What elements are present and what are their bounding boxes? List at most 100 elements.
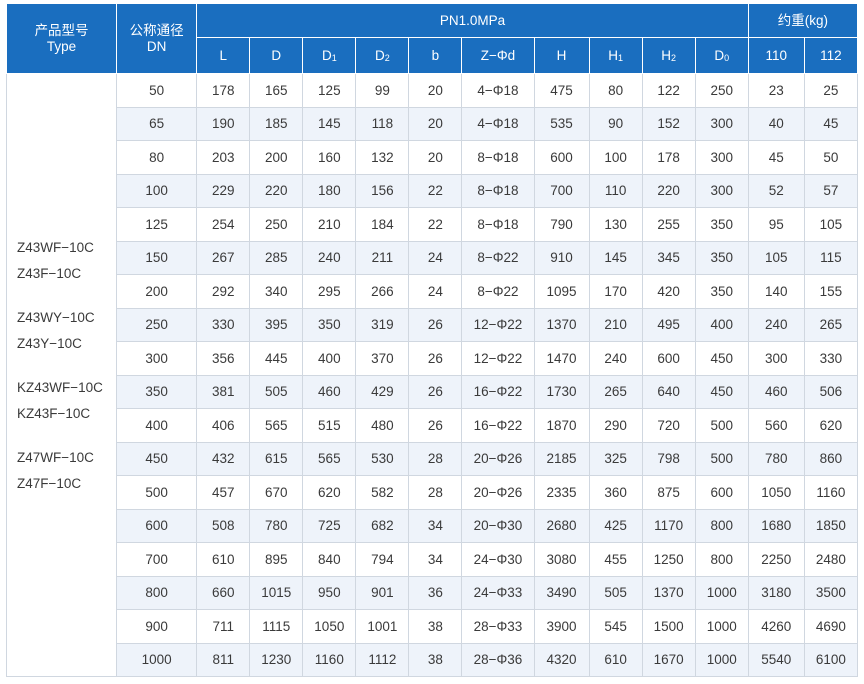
- data-cell: 4690: [804, 609, 859, 644]
- data-cell: 1500: [642, 609, 696, 644]
- data-cell: 300: [695, 107, 749, 141]
- data-cell: 152: [642, 107, 696, 141]
- table-row: 80 203 200 160 132 20 8−Φ18 600 100 178 300 45 50: [7, 140, 859, 175]
- data-cell: 475: [534, 73, 590, 108]
- data-cell: 350: [302, 308, 357, 342]
- table-row: 100 229 220 180 156 22 8−Φ18 700 110 220 300 52 57: [7, 174, 859, 208]
- table-row: 700 610 895 840 794 34 24−Φ30 3080 455 1250 800 225…: [7, 542, 859, 577]
- data-cell: 640: [642, 375, 696, 409]
- data-cell: 6100: [804, 643, 859, 677]
- weight-header: 约重(kg): [747, 3, 859, 38]
- dim-header-label: H: [608, 47, 618, 63]
- dn-cell: 80: [116, 140, 198, 175]
- data-cell: 800: [695, 509, 749, 543]
- data-cell: 895: [249, 542, 304, 577]
- data-cell: 3180: [748, 576, 805, 610]
- data-cell: 457: [196, 475, 251, 510]
- dim-header-subscript: 2: [384, 52, 390, 63]
- data-cell: 350: [695, 274, 749, 309]
- data-cell: 20: [408, 107, 463, 141]
- data-cell: 2250: [748, 542, 805, 577]
- type-header-cn: 产品型号: [34, 22, 89, 38]
- dim-header-label: D: [374, 47, 385, 63]
- data-cell: 20−Φ26: [461, 442, 535, 476]
- data-cell: 325: [589, 442, 643, 476]
- data-cell: 254: [196, 207, 251, 242]
- data-cell: 24: [408, 241, 463, 275]
- data-cell: 145: [589, 241, 643, 275]
- data-cell: 500: [695, 442, 749, 476]
- data-cell: 500: [695, 408, 749, 443]
- data-cell: 1670: [642, 643, 696, 677]
- data-cell: 184: [355, 207, 410, 242]
- data-cell: 180: [302, 174, 357, 208]
- data-cell: 26: [408, 308, 463, 342]
- data-cell: 445: [249, 341, 304, 376]
- data-cell: 25: [804, 73, 859, 108]
- data-cell: 429: [355, 375, 410, 409]
- data-cell: 700: [534, 174, 590, 208]
- dn-cell: 900: [116, 609, 198, 644]
- data-cell: 23: [748, 73, 805, 108]
- dn-cell: 65: [116, 107, 198, 141]
- data-cell: 1370: [642, 576, 696, 610]
- data-cell: 432: [196, 442, 251, 476]
- dn-cell: 500: [116, 475, 198, 510]
- data-cell: 794: [355, 542, 410, 577]
- table-row: 65 190 185 145 118 20 4−Φ18 535 90 152 300 40 45: [7, 107, 859, 141]
- dn-header: 公称通径 DN: [116, 3, 198, 74]
- data-cell: 1000: [695, 643, 749, 677]
- data-cell: 28−Φ33: [461, 609, 535, 644]
- data-cell: 100: [589, 140, 643, 175]
- dim-header-subscript: 0: [724, 52, 730, 63]
- dim-header: Z−Φd: [461, 37, 535, 74]
- pressure-header: PN1.0MPa: [196, 3, 749, 38]
- data-cell: 1870: [534, 408, 590, 443]
- data-cell: 24−Φ30: [461, 542, 535, 577]
- data-cell: 20−Φ26: [461, 475, 535, 510]
- data-cell: 115: [804, 241, 859, 275]
- data-cell: 125: [302, 73, 357, 108]
- data-cell: 840: [302, 542, 357, 577]
- data-cell: 300: [695, 140, 749, 175]
- table-row: 450 432 615 565 530 28 20−Φ26 2185 325 798 500 780 8…: [7, 442, 859, 476]
- dn-cell: 250: [116, 308, 198, 342]
- data-cell: 582: [355, 475, 410, 510]
- data-cell: 330: [804, 341, 859, 376]
- data-cell: 670: [249, 475, 304, 510]
- data-cell: 1115: [249, 609, 304, 644]
- data-cell: 240: [748, 308, 805, 342]
- data-cell: 360: [589, 475, 643, 510]
- data-cell: 345: [642, 241, 696, 275]
- data-cell: 4260: [748, 609, 805, 644]
- data-cell: 156: [355, 174, 410, 208]
- data-cell: 790: [534, 207, 590, 242]
- dim-header-label: D: [714, 47, 725, 63]
- data-cell: 95: [748, 207, 805, 242]
- table-row: 900 711 1115 1050 1001 38 28−Φ33 3900 545 1500 100…: [7, 609, 859, 644]
- data-cell: 20: [408, 73, 463, 108]
- data-cell: 780: [748, 442, 805, 476]
- data-cell: 229: [196, 174, 251, 208]
- dim-header: H1: [588, 37, 643, 74]
- data-cell: 155: [804, 274, 859, 309]
- data-cell: 190: [196, 107, 251, 141]
- dn-cell: 1000: [116, 643, 198, 677]
- data-cell: 24: [408, 274, 463, 309]
- data-cell: 460: [748, 375, 805, 409]
- data-cell: 80: [589, 73, 643, 108]
- data-cell: 1160: [302, 643, 357, 677]
- data-cell: 285: [249, 241, 304, 275]
- table-row: 350 381 505 460 429 26 16−Φ22 1730 265 640 450 460 5…: [7, 375, 859, 409]
- data-cell: 615: [249, 442, 304, 476]
- data-cell: 370: [355, 341, 410, 376]
- type-model: Z47WF−10C: [17, 450, 94, 465]
- data-cell: 178: [196, 73, 251, 108]
- data-cell: 1000: [695, 576, 749, 610]
- data-cell: 145: [302, 107, 357, 141]
- dn-cell: 700: [116, 542, 198, 577]
- data-cell: 266: [355, 274, 410, 309]
- data-cell: 34: [408, 509, 463, 543]
- data-cell: 110: [589, 174, 643, 208]
- table-row: 1000 811 1230 1160 1112 38 28−Φ36 4320 610 1670 10…: [7, 643, 859, 677]
